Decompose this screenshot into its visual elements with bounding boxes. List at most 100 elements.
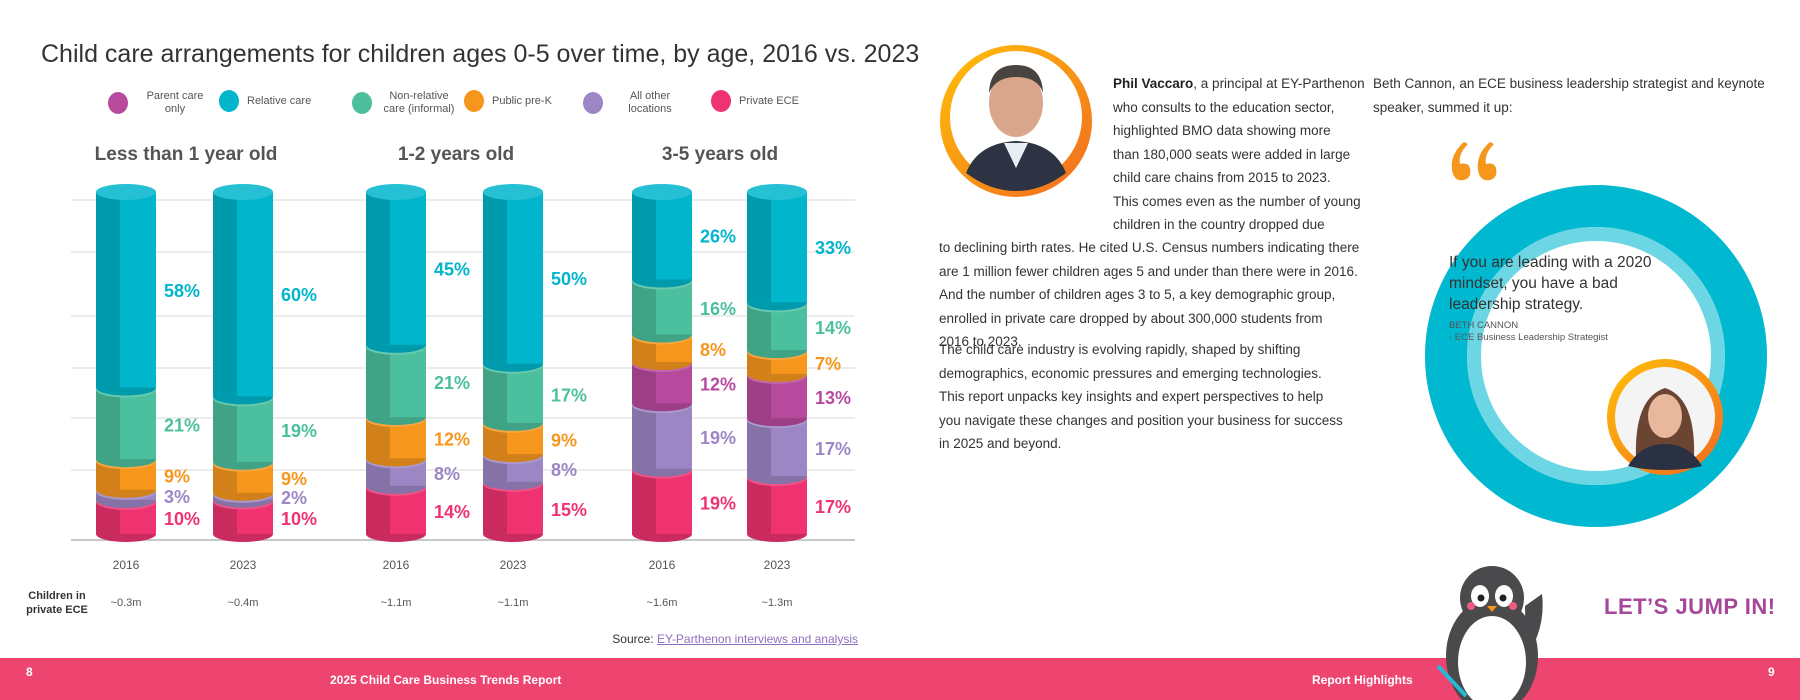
data-label: 8% (434, 464, 460, 484)
text-line: in 2025 and beyond. (939, 436, 1062, 451)
text-line: child care chains from 2015 to 2023. (1113, 170, 1331, 185)
data-label: 17% (815, 439, 851, 459)
segment-shade (96, 192, 120, 388)
data-label: 8% (700, 340, 726, 360)
legend-item: Parent care only (108, 90, 214, 116)
data-label: 26% (700, 227, 736, 247)
data-label: 19% (700, 493, 736, 513)
segment-top (747, 184, 807, 200)
text-line: who consults to the education sector, (1113, 99, 1335, 115)
segment-shade (632, 192, 656, 280)
data-label: 10% (164, 509, 200, 529)
segment-shade (747, 304, 771, 351)
data-label: 60% (281, 285, 317, 305)
text-line: And the number of children ages 3 to 5, … (939, 287, 1336, 302)
quote-role: - ECE Business Leadership Strategist (1449, 332, 1608, 343)
legend-swatch (219, 90, 239, 112)
beth-cannon-photo (1607, 359, 1723, 475)
segment-shade (96, 389, 120, 460)
data-label: 16% (700, 299, 736, 319)
year-label: 2023 (763, 558, 791, 572)
data-label: 8% (551, 460, 577, 480)
data-label: 9% (164, 466, 190, 486)
text-line: children in the country dropped due (1113, 217, 1325, 232)
data-label: 17% (551, 385, 587, 405)
source-link[interactable]: EY-Parthenon interviews and analysis (656, 632, 858, 646)
legend-item: Relative care (219, 90, 311, 112)
segment-shade (366, 487, 390, 534)
phil-paragraph: Phil Vaccaro, a principal at EY-Partheno… (1113, 72, 1365, 237)
legend-label: Public pre-K (492, 94, 552, 107)
footer-section-title: Report Highlights (1312, 673, 1413, 687)
data-label: 33% (815, 238, 851, 258)
year-label: 2016 (648, 558, 676, 572)
data-label: 50% (551, 269, 587, 289)
text-line: are 1 million fewer children ages 5 and … (939, 263, 1358, 279)
data-label: 14% (434, 502, 470, 522)
quote-attribution: BETH CANNON - ECE Business Leadership St… (1449, 320, 1608, 344)
beth-intro: Beth Cannon, an ECE business leadership … (1373, 72, 1765, 119)
chart-title: Child care arrangements for children age… (41, 40, 920, 68)
data-label: 17% (815, 497, 851, 517)
legend-swatch (464, 90, 484, 112)
segment-shade (483, 365, 507, 423)
data-label: 12% (700, 375, 736, 395)
text-line: speaker, summed it up: (1373, 99, 1513, 115)
legend-swatch (583, 92, 603, 114)
data-label: 3% (164, 487, 190, 507)
legend-label: Private ECE (739, 94, 799, 107)
text-line: than 180,000 seats were added in large (1113, 146, 1351, 162)
data-label: 15% (551, 500, 587, 520)
quote-mark-icon (1451, 142, 1497, 181)
group-title: Less than 1 year old (94, 144, 278, 165)
legend-label: All other locations (628, 90, 672, 115)
data-label: 19% (700, 428, 736, 448)
text-line: highlighted BMO data showing more (1113, 123, 1331, 138)
legend-swatch (352, 92, 372, 114)
data-label: 9% (551, 430, 577, 450)
legend-label: Non-relative care (informal) (383, 90, 455, 115)
quote-author: BETH CANNON (1449, 320, 1519, 331)
text-line: demographics, economic pressures and eme… (939, 365, 1322, 381)
phil-vaccaro-photo (940, 45, 1092, 197)
data-label: 14% (815, 318, 851, 338)
text-line: 2016 to 2023. (939, 334, 1022, 349)
segment-shade (747, 192, 771, 303)
year-label: 2016 (382, 558, 410, 572)
year-label: 2023 (229, 558, 257, 572)
segment-shade (366, 192, 390, 345)
text-line: Beth Cannon, an ECE business leadership … (1373, 76, 1765, 91)
source-note: Source: EY-Parthenon interviews and anal… (612, 632, 858, 646)
segment-top (632, 184, 692, 200)
segment-shade (632, 281, 656, 335)
quote-text: If you are leading with a 2020 mindset, … (1449, 254, 1652, 313)
legend-item: Non-relative care (informal) (352, 90, 458, 116)
text-line: you navigate these changes and position … (939, 412, 1343, 428)
year-label: 2016 (112, 558, 140, 572)
quote-ring (1425, 185, 1767, 527)
segment-top (366, 184, 426, 200)
legend-item: All other locations (583, 90, 689, 116)
data-label: 2% (281, 488, 307, 508)
text-line: This report unpacks key insights and exp… (939, 389, 1324, 404)
text-line: to declining birth rates. He cited U.S. … (939, 240, 1360, 255)
children-count: ~1.3m (761, 597, 793, 609)
children-private-ece-label: Children in private ECE (26, 590, 88, 616)
legend-swatch (108, 92, 128, 114)
segment-top (483, 184, 543, 200)
text-line: , a principal at EY-Parthenon (1193, 76, 1365, 91)
data-label: 12% (434, 430, 470, 450)
segment-shade (483, 483, 507, 534)
legend-label: Relative care (247, 94, 312, 107)
footer-report-title: 2025 Child Care Business Trends Report (330, 673, 562, 687)
data-label: 7% (815, 354, 841, 374)
text-line: This comes even as the number of young (1113, 193, 1361, 209)
children-count: ~0.4m (227, 597, 259, 609)
data-label: 19% (281, 421, 317, 441)
legend-item: Private ECE (711, 90, 799, 112)
paragraph-2: The child care industry is evolving rapi… (939, 338, 1343, 456)
data-label: 10% (281, 509, 317, 529)
data-label: 21% (164, 415, 200, 435)
data-label: 21% (434, 373, 470, 393)
segment-shade (747, 478, 771, 534)
